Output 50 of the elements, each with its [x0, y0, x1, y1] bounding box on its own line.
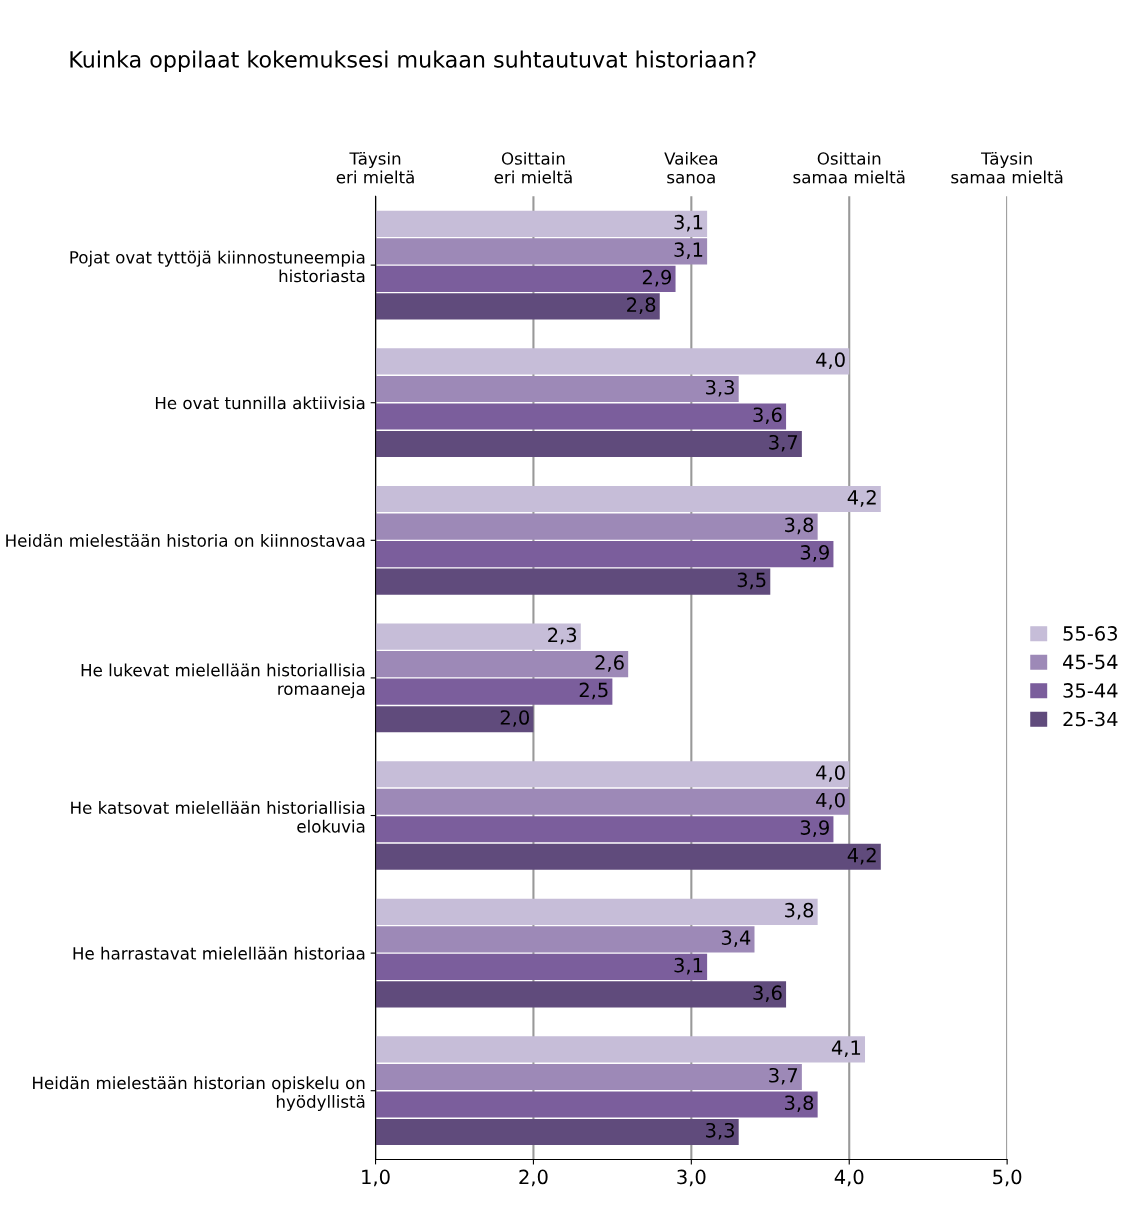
x-tick-label: 1,0: [362, 1169, 390, 1187]
data-label: 3,8: [785, 1095, 814, 1113]
x-tick-label: 2,0: [519, 1169, 548, 1187]
data-label: 2,3: [548, 627, 577, 645]
data-label: 3,9: [800, 545, 829, 562]
x-tick-label: 5,0: [993, 1169, 1022, 1187]
text: Osittain eri mieltä: [494, 151, 572, 184]
data-label: 3,9: [800, 820, 829, 837]
data-label: 2,9: [642, 269, 672, 287]
data-label: 3,1: [674, 242, 703, 259]
text: Täysin eri mieltä: [336, 151, 414, 184]
data-label: 3,5: [737, 572, 766, 590]
data-label: 4,2: [847, 489, 876, 507]
data-label: 3,6: [753, 407, 782, 425]
y-tick-label: He lukevat mielellään historiallisia romaaneja: [81, 663, 365, 699]
y-tick-label: Pojat ovat tyttöjä kiinnostuneempia historiasta: [70, 250, 365, 283]
data-label: 4,0: [816, 765, 845, 782]
data-label: 3,1: [674, 214, 703, 232]
y-tick-label: Heidän mielestään historia on kiinnostavaa: [6, 533, 365, 547]
data-label: 2,6: [595, 655, 624, 672]
data-label: 2,5: [579, 682, 608, 700]
data-label: 3,8: [785, 517, 814, 535]
data-label: 3,6: [753, 985, 782, 1003]
text: Täysin samaa mieltä: [951, 151, 1063, 184]
data-label: 3,7: [769, 434, 798, 452]
data-label: 3,4: [721, 930, 751, 947]
y-tick-label: He katsovat mielellään historiallisia elokuvia: [71, 801, 365, 833]
legend-label: 25-34: [1063, 711, 1118, 727]
chart-title: Kuinka oppilaat kokemuksesi mukaan suhtautuvat historiaan?: [70, 50, 756, 73]
text: Vaikea sanoa: [664, 151, 718, 184]
data-label: 4,0: [816, 352, 845, 370]
data-label: 3,3: [706, 1122, 734, 1140]
data-label: 3,3: [706, 379, 734, 397]
x-tick-label: 3,0: [677, 1169, 706, 1187]
legend-label: 35-44: [1063, 683, 1118, 698]
data-label: 4,1: [831, 1040, 861, 1058]
data-label: 2,0: [500, 710, 529, 727]
y-tick-label: He ovat tunnilla aktiivisia: [155, 396, 365, 410]
y-tick-label: He harrastavat mielellään historiaa: [73, 946, 365, 960]
text: Osittain samaa mieltä: [793, 151, 905, 184]
data-label: 3,1: [674, 957, 703, 975]
data-label: 4,0: [816, 792, 845, 810]
data-label: 4,2: [847, 847, 876, 865]
y-tick-label: Heidän mielestään historian opiskelu on hyödyllistä: [33, 1076, 365, 1112]
data-label: 3,7: [769, 1067, 798, 1085]
legend-label: 45-54: [1063, 654, 1118, 670]
legend-label: 55-63: [1063, 626, 1117, 641]
data-label: 2,8: [627, 297, 656, 315]
x-tick-label: 4,0: [834, 1169, 864, 1187]
data-label: 3,8: [785, 902, 814, 920]
